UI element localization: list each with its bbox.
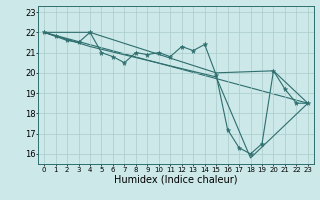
X-axis label: Humidex (Indice chaleur): Humidex (Indice chaleur) — [114, 174, 238, 184]
